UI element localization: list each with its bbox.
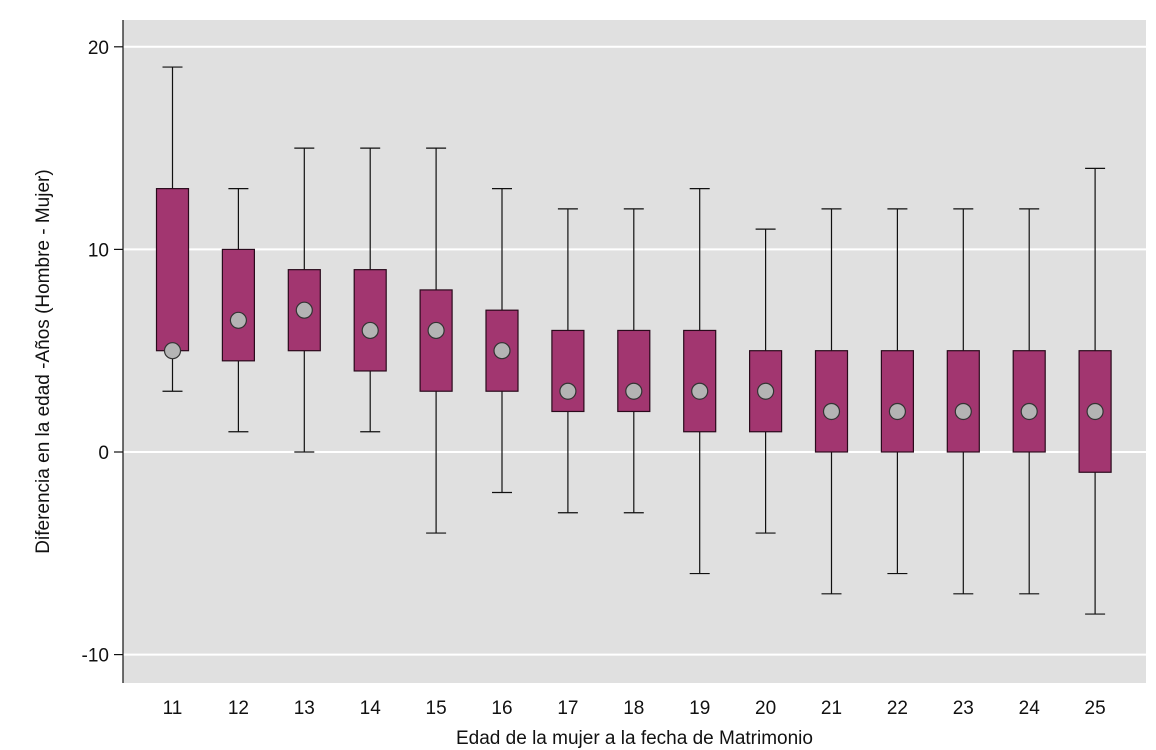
iqr-box bbox=[485, 309, 519, 392]
y-axis: -10 0 10 20 bbox=[82, 20, 124, 683]
x-tick-label: 23 bbox=[953, 698, 974, 719]
y-tick-label: 10 bbox=[88, 240, 109, 261]
x-tick-label: 20 bbox=[755, 698, 776, 719]
iqr-box bbox=[683, 329, 717, 433]
y-axis-title: Diferencia en la edad -Años (Hombre - Mu… bbox=[33, 169, 54, 553]
y-tick-label: 0 bbox=[98, 443, 109, 464]
median-marker bbox=[756, 382, 775, 400]
median-marker bbox=[559, 382, 577, 400]
box-23 bbox=[946, 208, 980, 595]
box-18 bbox=[617, 208, 651, 514]
iqr-box bbox=[814, 350, 849, 453]
median-marker bbox=[822, 402, 841, 421]
median-marker bbox=[625, 382, 643, 400]
x-tick-label: 17 bbox=[557, 698, 578, 719]
median-marker bbox=[361, 321, 379, 340]
x-axis-tick-labels: 11 12 13 14 15 16 17 18 19 20 21 22 23 24 25 bbox=[163, 698, 1106, 719]
iqr-box bbox=[1012, 350, 1046, 453]
box-21 bbox=[814, 208, 849, 595]
y-tick-label: 20 bbox=[88, 38, 109, 59]
boxes bbox=[155, 66, 1112, 615]
box-16 bbox=[485, 188, 519, 494]
iqr-box bbox=[155, 188, 190, 352]
median-marker bbox=[954, 402, 972, 421]
median-marker bbox=[888, 402, 907, 421]
iqr-box bbox=[221, 248, 255, 362]
median-marker bbox=[427, 321, 445, 340]
x-tick-label: 11 bbox=[163, 698, 183, 719]
x-tick-label: 12 bbox=[228, 698, 249, 719]
x-tick-label: 13 bbox=[294, 698, 315, 719]
box-20 bbox=[748, 228, 783, 534]
box-12 bbox=[221, 188, 255, 433]
box-13 bbox=[287, 147, 321, 453]
x-tick-label: 15 bbox=[426, 698, 447, 719]
iqr-box bbox=[353, 269, 387, 372]
box-25 bbox=[1078, 167, 1112, 615]
box-11 bbox=[155, 66, 190, 392]
x-tick-label: 14 bbox=[360, 698, 382, 719]
iqr-box bbox=[946, 350, 980, 453]
x-tick-label: 18 bbox=[623, 698, 644, 719]
median-marker bbox=[1020, 402, 1038, 421]
median-marker bbox=[691, 382, 709, 400]
iqr-box bbox=[419, 289, 453, 392]
median-marker bbox=[229, 311, 247, 329]
median-marker bbox=[1086, 402, 1104, 421]
box-24 bbox=[1012, 208, 1046, 595]
iqr-box bbox=[880, 350, 915, 453]
x-axis-title: Edad de la mujer a la fecha de Matrimoni… bbox=[456, 728, 813, 749]
x-tick-label: 19 bbox=[689, 698, 710, 719]
box-19 bbox=[683, 188, 717, 575]
median-marker bbox=[163, 342, 182, 360]
x-tick-label: 24 bbox=[1019, 698, 1041, 719]
x-tick-label: 25 bbox=[1085, 698, 1106, 719]
x-tick-label: 16 bbox=[491, 698, 512, 719]
box-22 bbox=[880, 208, 915, 575]
box-17 bbox=[551, 208, 585, 514]
x-tick-label: 22 bbox=[887, 698, 908, 719]
box-15 bbox=[419, 147, 453, 534]
x-tick-label: 21 bbox=[821, 698, 842, 719]
median-marker bbox=[493, 342, 511, 360]
median-marker bbox=[295, 301, 313, 319]
y-tick-label: -10 bbox=[82, 646, 109, 667]
box-14 bbox=[353, 147, 387, 433]
gridlines bbox=[123, 45, 1146, 656]
